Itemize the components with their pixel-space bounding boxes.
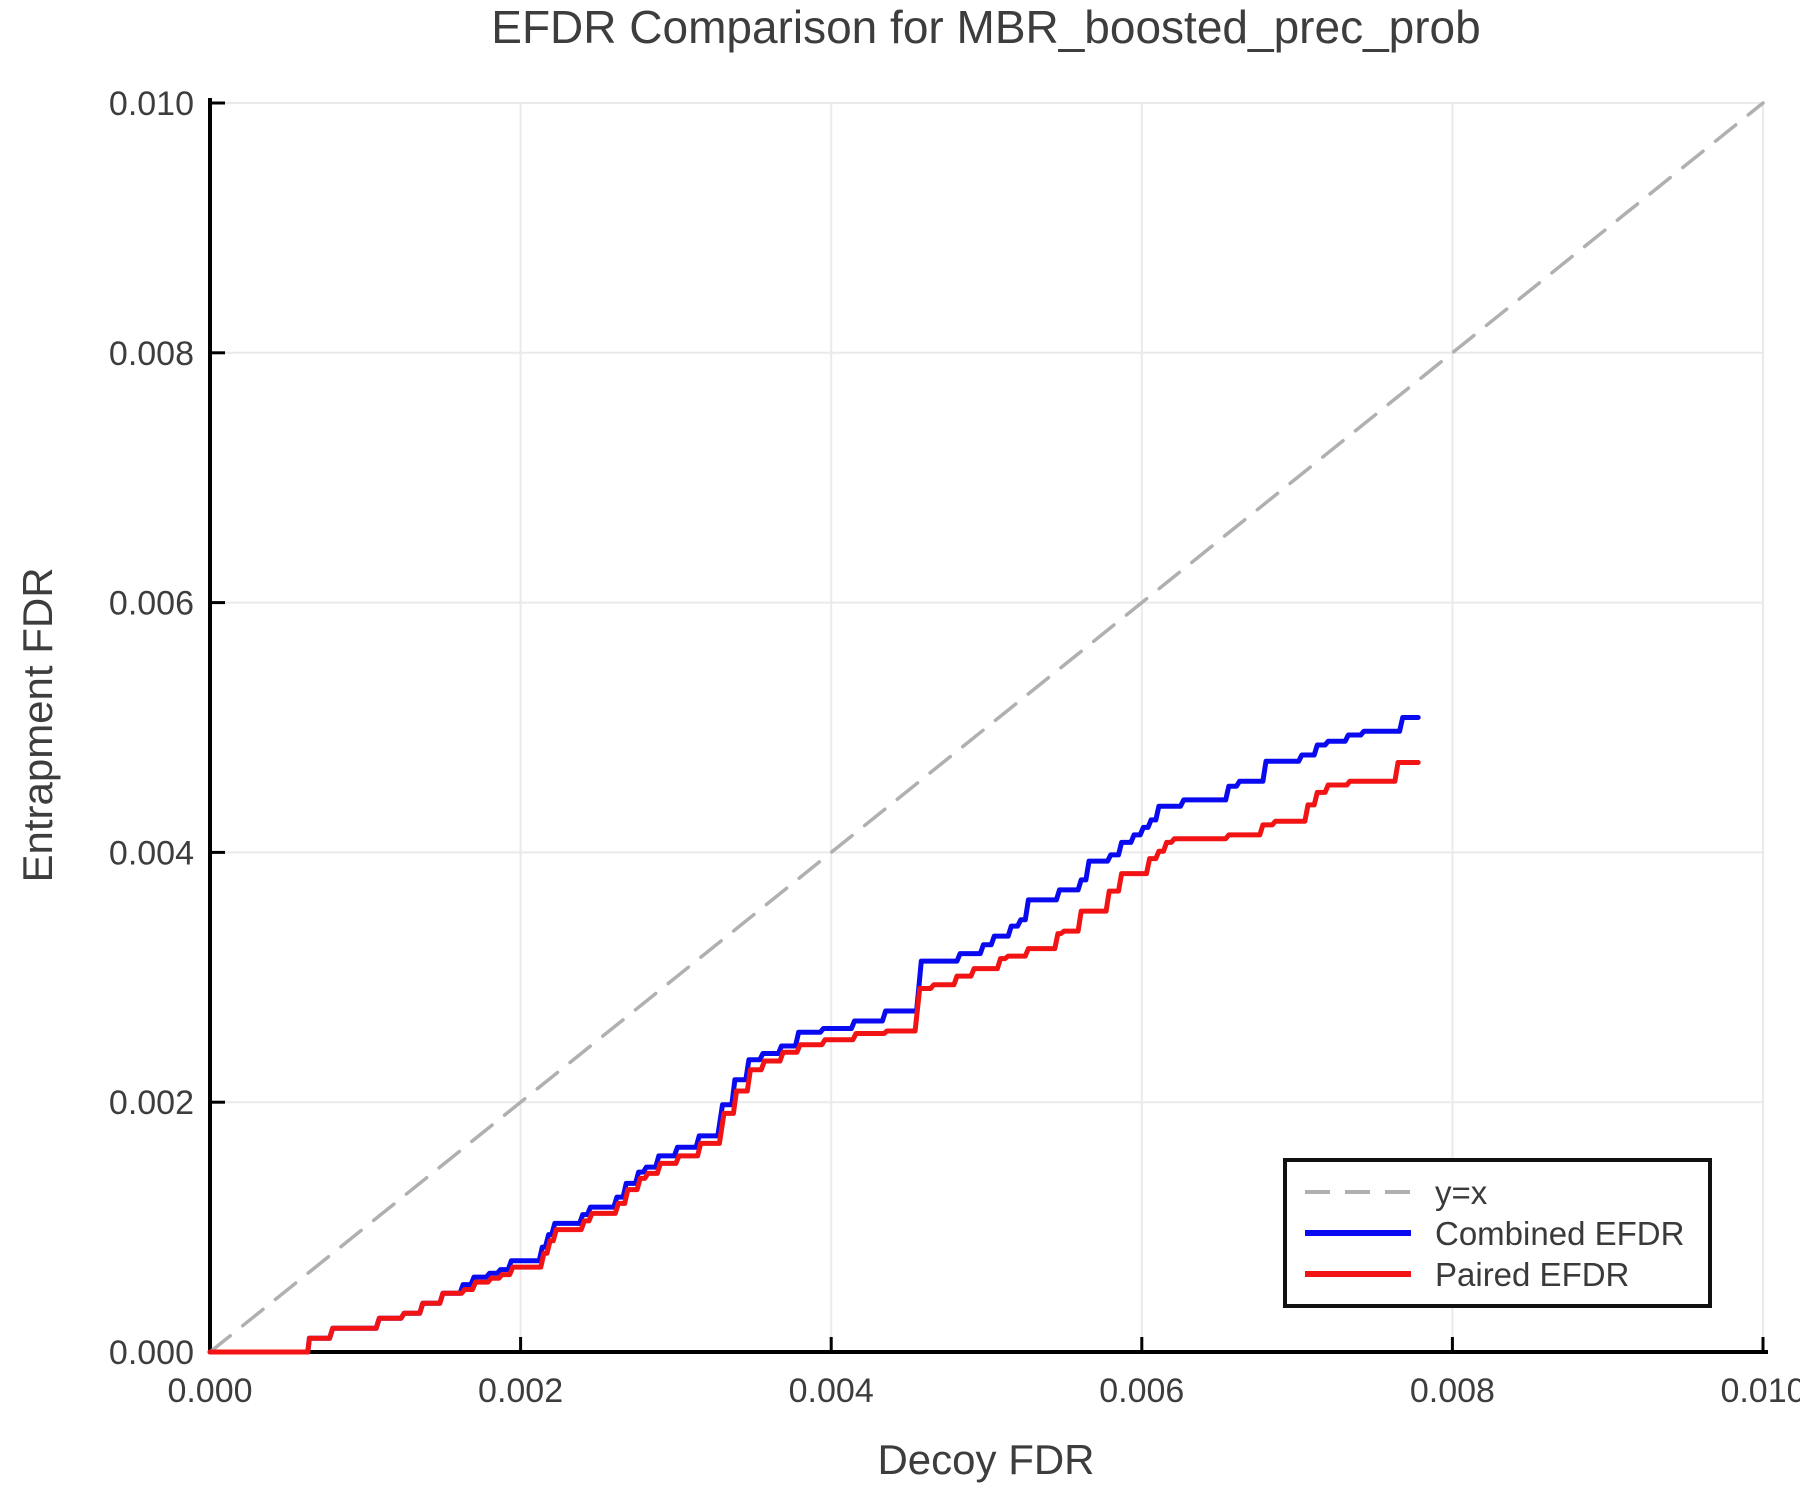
legend-row-identity: y=x — [1303, 1173, 1708, 1211]
x-tick-label: 0.008 — [1410, 1372, 1495, 1410]
y-tick-label: 0.002 — [109, 1084, 194, 1122]
legend-label-paired: Paired EFDR — [1435, 1255, 1630, 1293]
y-tick-label: 0.004 — [109, 834, 194, 872]
x-axis-label: Decoy FDR — [877, 1436, 1095, 1483]
x-tick-label: 0.002 — [478, 1372, 563, 1410]
x-tick-label: 0.000 — [167, 1372, 252, 1410]
chart-title: EFDR Comparison for MBR_boosted_prec_pro… — [491, 1, 1481, 53]
legend-row-combined: Combined EFDR — [1303, 1214, 1708, 1252]
y-tick-label: 0.006 — [109, 585, 194, 623]
y-tick-label: 0.000 — [109, 1334, 194, 1372]
legend: y=x Combined EFDR Paired EFDR — [1283, 1158, 1712, 1308]
x-tick-label: 0.010 — [1720, 1372, 1800, 1410]
x-tick-label: 0.004 — [789, 1372, 874, 1410]
series-y-x — [208, 101, 1765, 1354]
identity-line-sample-icon — [1305, 1190, 1411, 1194]
x-tick-label: 0.006 — [1099, 1372, 1184, 1410]
y-axis-label: Entrapment FDR — [14, 567, 61, 883]
series-combined-efdr — [207, 715, 1421, 1355]
legend-row-paired: Paired EFDR — [1303, 1255, 1708, 1293]
legend-label-identity: y=x — [1435, 1173, 1488, 1211]
series-paired-efdr — [207, 760, 1421, 1355]
paired-line-sample-icon — [1305, 1271, 1411, 1277]
legend-label-combined: Combined EFDR — [1435, 1214, 1685, 1252]
y-tick-label: 0.010 — [109, 85, 194, 123]
combined-line-sample-icon — [1305, 1230, 1411, 1236]
y-tick-label: 0.008 — [109, 335, 194, 373]
